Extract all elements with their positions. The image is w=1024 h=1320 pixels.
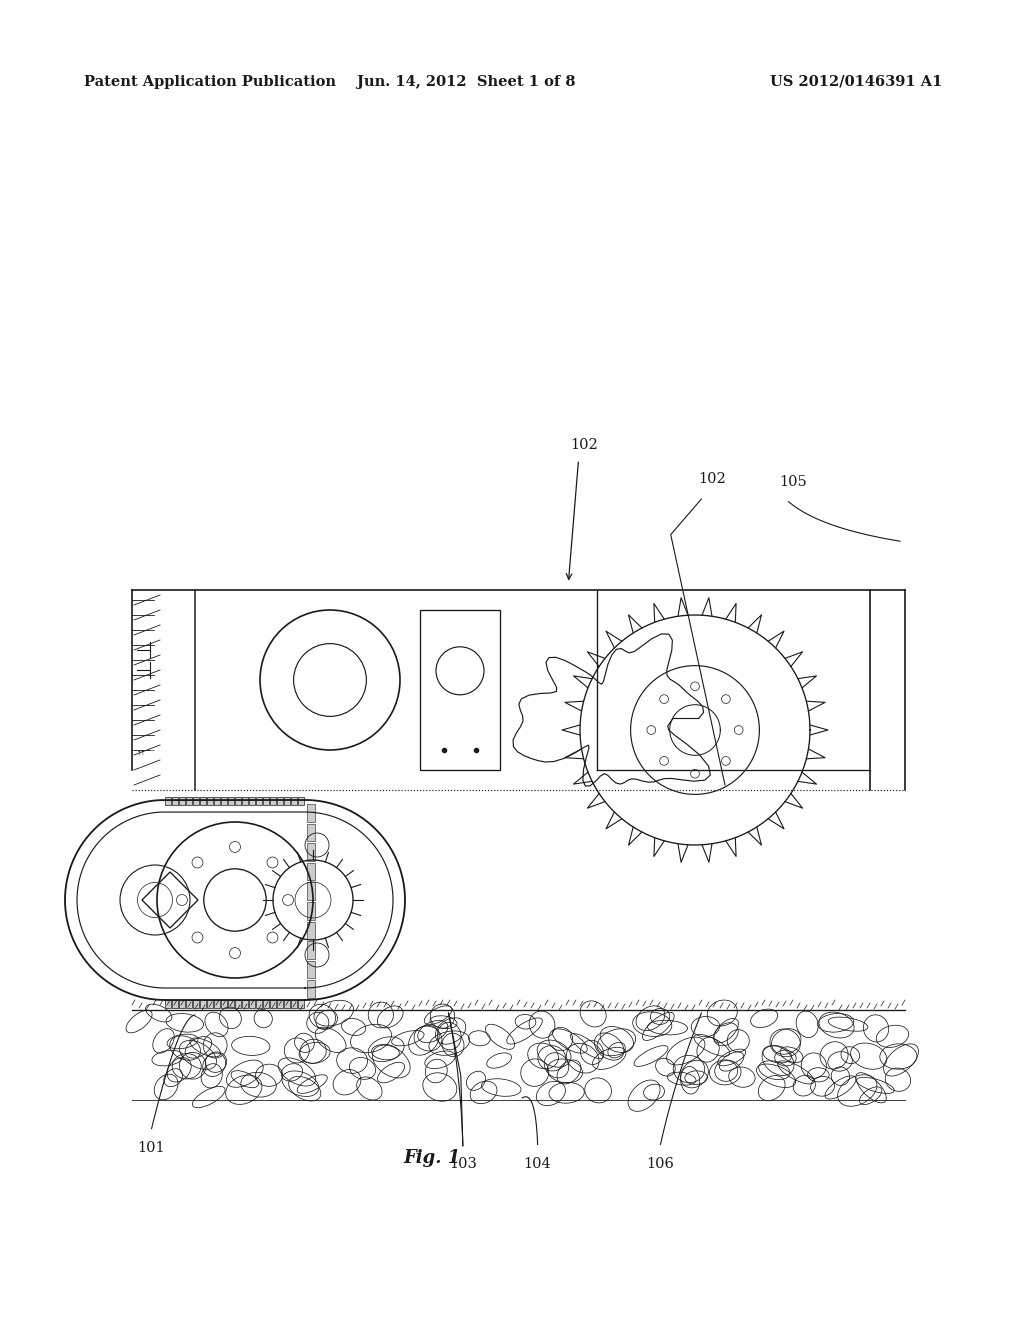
Bar: [214, 1001, 220, 1008]
Bar: [284, 1001, 290, 1008]
Bar: [270, 1001, 276, 1008]
Bar: [307, 902, 315, 920]
Text: US 2012/0146391 A1: US 2012/0146391 A1: [770, 75, 942, 88]
Bar: [221, 797, 227, 805]
Bar: [307, 863, 315, 880]
Bar: [263, 797, 269, 805]
Bar: [249, 797, 255, 805]
Bar: [307, 882, 315, 900]
Bar: [307, 804, 315, 821]
Text: ↑↑: ↑↑: [137, 751, 146, 756]
Bar: [242, 1001, 248, 1008]
Bar: [249, 1001, 255, 1008]
Bar: [228, 797, 234, 805]
Bar: [165, 1001, 171, 1008]
Bar: [307, 824, 315, 841]
Bar: [256, 797, 262, 805]
Bar: [207, 1001, 213, 1008]
Text: 102: 102: [569, 438, 598, 451]
Bar: [165, 797, 171, 805]
Text: Patent Application Publication: Patent Application Publication: [84, 75, 336, 88]
Bar: [307, 961, 315, 978]
Bar: [207, 797, 213, 805]
Text: 105: 105: [779, 475, 808, 488]
Bar: [172, 1001, 178, 1008]
Text: Fig. 1: Fig. 1: [403, 1148, 461, 1167]
Bar: [307, 981, 315, 998]
Text: 106: 106: [646, 1158, 675, 1171]
Bar: [179, 797, 185, 805]
Bar: [291, 797, 297, 805]
Bar: [186, 1001, 193, 1008]
Bar: [214, 797, 220, 805]
Bar: [307, 921, 315, 940]
Bar: [298, 797, 304, 805]
Bar: [278, 797, 283, 805]
Bar: [242, 797, 248, 805]
Bar: [298, 1001, 304, 1008]
Bar: [179, 1001, 185, 1008]
Text: 102: 102: [697, 473, 726, 486]
Bar: [172, 797, 178, 805]
Bar: [278, 1001, 283, 1008]
Bar: [307, 843, 315, 861]
Bar: [200, 797, 206, 805]
Bar: [193, 797, 199, 805]
Bar: [228, 1001, 234, 1008]
Text: 103: 103: [449, 1158, 477, 1171]
Text: Jun. 14, 2012  Sheet 1 of 8: Jun. 14, 2012 Sheet 1 of 8: [356, 75, 575, 88]
Bar: [234, 797, 241, 805]
Text: 104: 104: [523, 1158, 552, 1171]
Bar: [256, 1001, 262, 1008]
Bar: [200, 1001, 206, 1008]
Bar: [270, 797, 276, 805]
Bar: [193, 1001, 199, 1008]
Bar: [234, 1001, 241, 1008]
Text: 101: 101: [138, 1142, 165, 1155]
Bar: [420, 610, 500, 770]
Bar: [263, 1001, 269, 1008]
Bar: [186, 797, 193, 805]
Bar: [284, 797, 290, 805]
Bar: [221, 1001, 227, 1008]
Bar: [307, 941, 315, 958]
Bar: [291, 1001, 297, 1008]
